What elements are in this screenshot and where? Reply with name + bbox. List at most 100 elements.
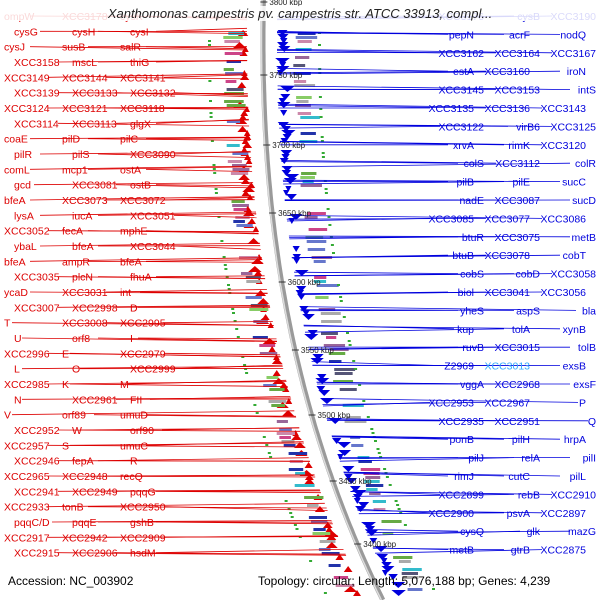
forward-gene-label[interactable]: XCC2996	[4, 348, 50, 360]
reverse-gene-label[interactable]: XCC3041	[484, 287, 530, 299]
forward-gene-label[interactable]: XCC2933	[4, 502, 50, 514]
reverse-gene-label[interactable]: XCC3143	[540, 103, 586, 115]
forward-gene-label[interactable]: XCC3081	[72, 180, 118, 192]
reverse-gene-label[interactable]: kup	[457, 324, 474, 336]
forward-gene-label[interactable]: pilD	[62, 134, 81, 146]
forward-gene-label[interactable]: gshB	[130, 517, 154, 529]
forward-gene-label[interactable]: XCC3072	[120, 195, 166, 207]
reverse-gene-label[interactable]: XCC2968	[494, 379, 540, 391]
reverse-gene-label[interactable]: sucD	[572, 195, 596, 207]
forward-gene-label[interactable]: XCC2948	[62, 471, 108, 483]
reverse-gene-label[interactable]: virB6	[516, 121, 540, 133]
forward-gene-label[interactable]: XCC3158	[14, 57, 60, 69]
forward-gene-label[interactable]: XCC3114	[14, 118, 59, 130]
reverse-gene-label[interactable]: XCC2875	[540, 545, 586, 557]
forward-gene-label[interactable]: XCC2957	[4, 440, 50, 452]
reverse-gene-label[interactable]: sucC	[562, 177, 586, 189]
reverse-gene-label[interactable]: estA	[453, 66, 474, 78]
forward-gene-label[interactable]: XCC3118	[120, 103, 165, 115]
reverse-gene-label[interactable]: biol	[458, 287, 474, 299]
reverse-gene-label[interactable]: mazG	[568, 526, 596, 538]
forward-gene-label[interactable]: XCC2961	[72, 394, 118, 406]
forward-gene-label[interactable]: XCC2949	[72, 486, 118, 498]
forward-gene-label[interactable]: mcp1	[62, 164, 88, 176]
reverse-gene-label[interactable]: rebB	[518, 489, 540, 501]
reverse-gene-label[interactable]: XCC3136	[484, 103, 530, 115]
reverse-gene-label[interactable]: intS	[578, 85, 596, 97]
forward-gene-label[interactable]: XCC3113	[72, 118, 117, 130]
forward-gene-label[interactable]: susB	[62, 42, 85, 54]
forward-gene-label[interactable]: pilC	[120, 134, 139, 146]
reverse-gene-label[interactable]: XCC3160	[484, 66, 530, 78]
forward-gene-label[interactable]: orf89	[62, 410, 86, 422]
reverse-gene-label[interactable]: Z2969	[444, 361, 474, 373]
reverse-gene-label[interactable]: XCC3013	[484, 361, 530, 373]
reverse-gene-label[interactable]: XCC3145	[438, 85, 484, 97]
forward-gene-label[interactable]: gcd	[14, 180, 31, 192]
reverse-gene-label[interactable]: cutC	[508, 471, 530, 483]
reverse-gene-label[interactable]: XCC2935	[438, 416, 484, 428]
forward-gene-label[interactable]: glgX	[130, 118, 151, 130]
forward-gene-label[interactable]: XCC2941	[14, 486, 60, 498]
forward-gene-label[interactable]: XCC3132	[130, 88, 176, 100]
forward-gene-label[interactable]: cysJ	[4, 42, 25, 54]
reverse-gene-label[interactable]: pilL	[570, 471, 587, 483]
reverse-gene-label[interactable]: xynB	[563, 324, 586, 336]
reverse-gene-label[interactable]: tolB	[578, 342, 596, 354]
reverse-gene-label[interactable]: yheS	[460, 305, 484, 317]
reverse-gene-label[interactable]: XCC2967	[484, 397, 530, 409]
forward-gene-label[interactable]: lysA	[14, 210, 34, 222]
forward-gene-label[interactable]: orf90	[130, 425, 154, 437]
reverse-gene-label[interactable]: XCC2897	[540, 508, 586, 520]
reverse-gene-label[interactable]: XCC3122	[438, 121, 484, 133]
forward-gene-label[interactable]: XCC2950	[120, 502, 166, 514]
forward-gene-label[interactable]: recQ	[120, 471, 143, 483]
reverse-gene-label[interactable]: XCC3085	[428, 213, 474, 225]
reverse-gene-label[interactable]: XCC3086	[540, 213, 586, 225]
reverse-gene-label[interactable]: XCC3075	[494, 232, 540, 244]
forward-gene-label[interactable]: cysI	[130, 26, 149, 38]
forward-gene-label[interactable]: XCC3149	[4, 72, 50, 84]
reverse-gene-label[interactable]: P	[579, 397, 586, 409]
reverse-gene-label[interactable]: metB	[571, 232, 596, 244]
reverse-gene-label[interactable]: metB	[449, 545, 474, 557]
reverse-gene-label[interactable]: ponB	[449, 434, 474, 446]
forward-gene-label[interactable]: XCC3144	[62, 72, 108, 84]
reverse-gene-label[interactable]: XCC2899	[438, 489, 484, 501]
forward-gene-label[interactable]: U	[14, 333, 22, 345]
forward-gene-label[interactable]: S	[62, 440, 69, 452]
reverse-gene-label[interactable]: pilI	[583, 453, 596, 465]
reverse-gene-label[interactable]: rimJ	[454, 471, 474, 483]
forward-gene-label[interactable]: XCC3139	[14, 88, 60, 100]
gene-labels[interactable]: ompWXCC3178cysKcysGcysHcysIcysJsusBsalRX…	[4, 11, 596, 560]
forward-gene-label[interactable]: XCC3031	[62, 287, 108, 299]
forward-gene-label[interactable]: cysH	[72, 26, 95, 38]
forward-gene-label[interactable]: plcN	[72, 272, 93, 284]
forward-gene-label[interactable]: XCC3073	[62, 195, 108, 207]
reverse-gene-label[interactable]: colR	[575, 158, 596, 170]
forward-gene-label[interactable]: hsdM	[130, 548, 156, 560]
forward-gene-label[interactable]: L	[14, 364, 20, 376]
reverse-gene-label[interactable]: xrvA	[453, 140, 474, 152]
forward-gene-label[interactable]: XCC3133	[72, 88, 118, 100]
forward-gene-label[interactable]: ampR	[62, 256, 90, 268]
reverse-gene-label[interactable]: XCC3120	[540, 140, 586, 152]
forward-gene-label[interactable]: pqqE	[72, 517, 97, 529]
forward-gene-label[interactable]: XCC2909	[120, 532, 166, 544]
reverse-gene-label[interactable]: hrpA	[564, 434, 586, 446]
reverse-gene-label[interactable]: XCC3087	[494, 195, 540, 207]
reverse-gene-label[interactable]: XCC3015	[494, 342, 540, 354]
forward-gene-label[interactable]: thiG	[130, 57, 149, 69]
reverse-gene-label[interactable]: pilJ	[468, 453, 484, 465]
reverse-gene-label[interactable]: gtrB	[511, 545, 530, 557]
forward-gene-label[interactable]: XCC2999	[130, 364, 176, 376]
forward-gene-label[interactable]: XCC2985	[4, 379, 50, 391]
forward-gene-label[interactable]: bfeA	[4, 256, 26, 268]
forward-gene-label[interactable]: N	[14, 394, 22, 406]
reverse-gene-label[interactable]: colS	[464, 158, 484, 170]
reverse-gene-label[interactable]: XCC3164	[494, 48, 540, 60]
reverse-gene-label[interactable]: cobT	[563, 250, 587, 262]
reverse-gene-label[interactable]: pepN	[449, 29, 474, 41]
reverse-gene-label[interactable]: XCC3162	[438, 48, 484, 60]
forward-gene-label[interactable]: T	[4, 318, 11, 330]
